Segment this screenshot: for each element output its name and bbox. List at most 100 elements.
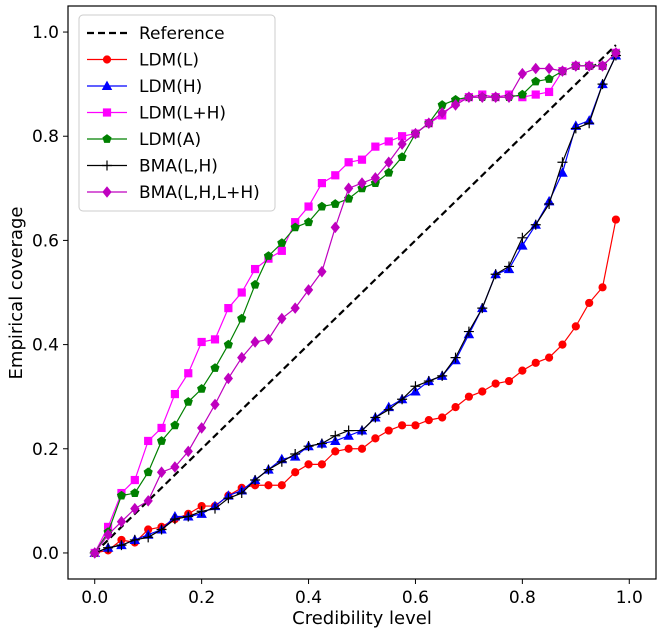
data-point (210, 335, 220, 344)
series-bma-l-h-l-h- (90, 47, 621, 559)
legend-entry: BMA(L,H,L+H) (87, 183, 260, 203)
data-point (264, 481, 273, 490)
legend-label: BMA(L,H,L+H) (139, 183, 260, 203)
data-point (237, 313, 247, 323)
data-point (170, 461, 180, 473)
legend-entry: LDM(A) (87, 130, 201, 150)
data-point (223, 493, 234, 504)
legend-entry: LDM(H) (87, 77, 202, 97)
legend-entry: BMA(L,H) (87, 157, 218, 177)
data-point (143, 495, 153, 507)
data-point (423, 376, 434, 387)
data-point (197, 384, 207, 393)
series-bma-l-h- (89, 50, 621, 558)
data-point (490, 269, 501, 280)
data-point (143, 467, 153, 477)
reference-line (93, 44, 617, 554)
reference-layer (93, 44, 617, 554)
data-point (371, 434, 380, 443)
data-point (531, 62, 541, 75)
data-point (598, 283, 607, 292)
data-point (157, 423, 166, 433)
data-point (317, 460, 327, 469)
x-tick-label: 0.8 (509, 588, 536, 608)
data-point (384, 137, 393, 146)
data-point (557, 65, 568, 77)
x-tick-label: 0.4 (295, 588, 322, 608)
data-point (290, 302, 300, 314)
data-point (463, 326, 474, 337)
data-point (331, 171, 340, 180)
data-point (597, 60, 608, 72)
data-point (384, 156, 394, 169)
data-point (130, 488, 140, 497)
data-point (224, 304, 233, 313)
data-point (450, 99, 461, 111)
data-point (343, 182, 354, 195)
data-point (357, 155, 367, 164)
legend-marker (102, 186, 112, 198)
data-point (250, 336, 260, 348)
data-point (196, 422, 207, 434)
data-point (450, 352, 461, 363)
legend-label: Reference (139, 24, 225, 44)
data-point (531, 76, 541, 86)
data-point (571, 322, 580, 331)
data-point (331, 447, 340, 456)
legend-label: BMA(L,H) (139, 157, 218, 177)
data-point (156, 524, 167, 535)
data-point (330, 221, 340, 234)
data-point (384, 167, 394, 177)
data-point (250, 264, 260, 274)
data-point (330, 199, 340, 208)
legend-entry: LDM(L) (87, 51, 199, 71)
data-point (116, 490, 127, 500)
data-point (477, 303, 488, 314)
data-point (517, 232, 528, 243)
series-layer (89, 47, 622, 559)
series-line (94, 52, 617, 554)
x-tick-label: 0.0 (81, 588, 108, 608)
data-point (170, 420, 180, 430)
data-point (90, 547, 100, 559)
data-point (558, 340, 567, 349)
data-point (584, 60, 594, 72)
data-point (411, 421, 420, 430)
data-point (477, 91, 487, 103)
data-point (611, 215, 621, 224)
data-point (130, 475, 139, 485)
y-tick-label: 0.2 (32, 440, 59, 460)
data-point (103, 528, 113, 541)
data-point (370, 172, 381, 184)
data-point (557, 157, 568, 168)
data-point (184, 369, 193, 378)
data-point (169, 514, 180, 525)
data-point (291, 468, 300, 477)
data-point (277, 246, 286, 255)
data-point (344, 444, 353, 453)
data-point (424, 416, 433, 425)
data-point (544, 62, 554, 75)
data-point (518, 366, 527, 375)
data-point (344, 158, 353, 167)
data-point (517, 89, 527, 99)
data-point (130, 502, 140, 515)
series-line (94, 55, 617, 554)
data-point (464, 392, 474, 401)
data-point (397, 138, 407, 150)
data-point (437, 370, 448, 381)
data-point (263, 464, 274, 475)
legend-entry: Reference (87, 24, 225, 44)
data-point (357, 177, 367, 189)
data-point (557, 167, 568, 177)
data-point (276, 456, 287, 467)
data-point (544, 74, 554, 83)
data-point (478, 387, 487, 396)
data-point (451, 403, 460, 412)
series-line (94, 55, 617, 554)
data-point (410, 381, 421, 392)
data-point (263, 333, 274, 346)
data-point (196, 506, 207, 517)
data-point (277, 481, 286, 490)
